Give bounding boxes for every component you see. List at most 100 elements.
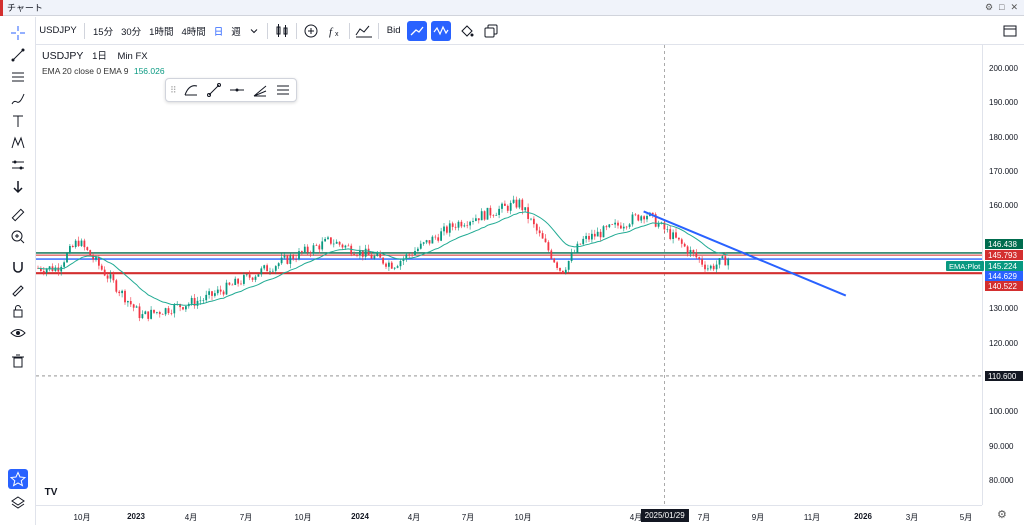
star-icon xyxy=(10,471,26,487)
candle-body xyxy=(382,257,384,264)
remove-drawings-button[interactable] xyxy=(8,351,28,371)
candle-body xyxy=(483,211,486,220)
templates-button[interactable] xyxy=(354,21,374,41)
candle-body xyxy=(669,229,672,240)
hide-drawings-button[interactable] xyxy=(8,323,28,343)
interval-1h-button[interactable]: 1時間 xyxy=(149,26,174,38)
interval-1w-button[interactable]: 週 xyxy=(231,26,241,38)
drag-handle-icon[interactable]: ⠿ xyxy=(170,84,177,95)
candle-body xyxy=(147,311,150,319)
legend-symbol[interactable]: USDJPY xyxy=(42,50,84,62)
candle-body xyxy=(170,313,173,314)
lock-drawings-pencil-button[interactable] xyxy=(8,279,28,299)
candle-body xyxy=(666,229,669,230)
price-axis[interactable]: 200.000 190.000 180.000 170.000 160.000 130.0… xyxy=(982,45,1024,505)
candle-body xyxy=(477,218,480,221)
candle-body xyxy=(98,257,100,266)
text-tool-button[interactable] xyxy=(8,111,28,131)
bid-button[interactable]: Bid xyxy=(386,25,401,36)
candle-body xyxy=(185,306,187,310)
interval-dropdown-button[interactable] xyxy=(245,21,263,41)
candle-body xyxy=(237,278,239,284)
candle-body xyxy=(582,238,585,245)
arrow-tool-button[interactable] xyxy=(8,177,28,197)
lock-all-drawings-button[interactable] xyxy=(8,301,28,321)
candle-body xyxy=(576,243,579,253)
candle-body xyxy=(506,205,509,211)
candle-body xyxy=(208,291,210,295)
magnet-tool-button[interactable] xyxy=(8,257,28,277)
candle-body xyxy=(408,254,411,255)
chart-pane[interactable] xyxy=(36,45,982,505)
symbol-search-button[interactable]: USDJPY xyxy=(39,25,77,36)
candle-body xyxy=(614,222,616,225)
candle-body xyxy=(390,262,393,269)
candle-body xyxy=(361,250,364,257)
window-titlebar: チャート ⚙ □ ✕ xyxy=(0,0,1024,16)
candle-body xyxy=(559,267,561,271)
candle-body xyxy=(280,257,283,264)
ruler-tool-button[interactable] xyxy=(8,205,28,225)
fan-tool-button[interactable] xyxy=(250,80,270,100)
ema-legend-label[interactable]: EMA 20 close 0 EMA 9 xyxy=(42,66,129,76)
interval-15m-button[interactable]: 15分 xyxy=(93,26,114,38)
candle-body xyxy=(446,226,448,233)
gear-icon[interactable]: ⚙ xyxy=(984,2,994,12)
close-icon[interactable]: ✕ xyxy=(1010,2,1018,12)
duplicate-button[interactable] xyxy=(481,21,501,41)
chart-type-button[interactable] xyxy=(272,21,292,41)
candle-body xyxy=(156,312,158,313)
candle-body xyxy=(712,265,715,270)
fib-tool-button[interactable] xyxy=(8,67,28,87)
candle-body xyxy=(243,275,245,284)
magnet-icon xyxy=(13,262,23,273)
visual-order-button[interactable] xyxy=(457,21,477,41)
candle-body xyxy=(428,240,431,244)
curve-tool-button[interactable] xyxy=(181,80,201,100)
candle-body xyxy=(721,256,724,259)
prediction-tool-button[interactable] xyxy=(8,155,28,175)
brush-tool-button[interactable] xyxy=(8,89,28,109)
price-tick-label: 180.000 xyxy=(989,132,1018,142)
price-chart[interactable] xyxy=(36,45,982,505)
candle-body xyxy=(118,291,121,294)
layout-button[interactable] xyxy=(1000,21,1020,41)
chart-settings-button[interactable]: ⚙ xyxy=(997,508,1007,521)
ray-tool-button[interactable] xyxy=(204,80,224,100)
candle-body xyxy=(599,231,602,238)
trendline-tool-button[interactable] xyxy=(8,45,28,65)
toolbar-divider xyxy=(348,22,350,39)
candle-body xyxy=(541,233,544,239)
horizontal-line-tool-button[interactable] xyxy=(227,80,247,100)
candle-body xyxy=(327,237,329,239)
line-tool-toggle[interactable] xyxy=(406,20,427,41)
candle-body xyxy=(86,247,89,251)
candle-body xyxy=(129,301,132,305)
interval-1d-button[interactable]: 日 xyxy=(213,26,224,38)
candle-body xyxy=(535,224,538,231)
candle-body xyxy=(158,312,161,315)
chevron-down-icon xyxy=(250,28,258,33)
interval-30m-button[interactable]: 30分 xyxy=(121,26,142,38)
price-tick-label: 120.000 xyxy=(989,338,1018,348)
channel-tool-button[interactable] xyxy=(273,80,293,100)
crosshair-tool-button[interactable] xyxy=(8,23,28,43)
time-axis[interactable]: 10月 2023 4月 7月 10月 2024 4月 7月 10月 4月 7月 9月 11月 2026 3月… xyxy=(36,505,982,525)
interval-4h-button[interactable]: 4時間 xyxy=(181,26,206,38)
maximize-icon[interactable]: □ xyxy=(999,2,1005,12)
tradingview-logo[interactable]: TV xyxy=(44,486,58,498)
candle-body xyxy=(112,274,115,281)
favorites-button[interactable] xyxy=(8,469,28,489)
gear-icon: ⚙ xyxy=(997,509,1007,521)
floating-drawing-toolbar: ⠿ xyxy=(165,78,297,102)
object-tree-button[interactable] xyxy=(8,493,28,513)
candle-body xyxy=(248,274,251,278)
zoom-tool-button[interactable] xyxy=(8,227,28,247)
pattern-tool-button[interactable] xyxy=(8,133,28,153)
time-tick-label: 4月 xyxy=(184,513,198,522)
compare-button[interactable] xyxy=(301,21,321,41)
candle-body xyxy=(199,300,202,302)
candle-body xyxy=(150,309,152,319)
wave-tool-toggle[interactable] xyxy=(430,20,451,41)
